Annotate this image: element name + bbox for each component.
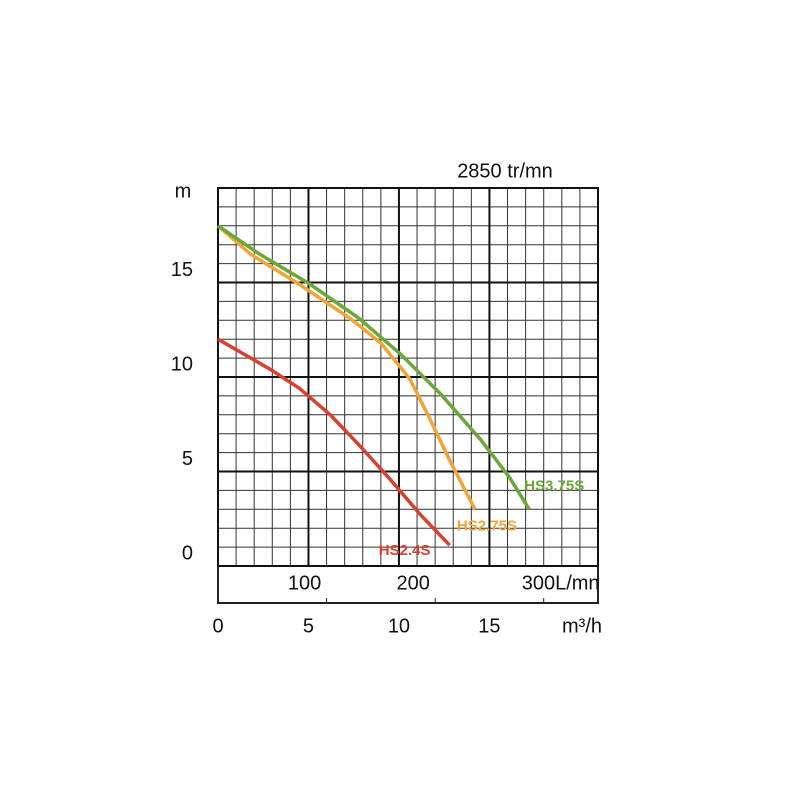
y-tick-label: 5 [182, 448, 193, 470]
series-line [217, 224, 531, 511]
x-tick-label: 15 [478, 615, 500, 637]
chart-title: 2850 tr/mn [457, 160, 553, 182]
series-label: HS3.75S [524, 477, 584, 494]
x-tick-label: 10 [388, 615, 410, 637]
x-axis-label: m³/h [562, 615, 602, 637]
x2-tick-label: 200 [396, 572, 429, 594]
x2-tick-label: 300L/mn [522, 572, 600, 594]
x-tick-label: 5 [303, 615, 314, 637]
series-label: HS2.4S [379, 542, 431, 559]
series-label: HS2.75S [457, 517, 517, 534]
y-tick-label: 10 [171, 353, 193, 375]
series-line [216, 224, 477, 511]
x-tick-label: 0 [212, 615, 223, 637]
series-line [217, 337, 451, 547]
y-axis-label: m [175, 180, 192, 202]
y-tick-label: 15 [171, 259, 193, 281]
y-tick-label: 0 [182, 542, 193, 564]
plot-frame [217, 187, 599, 567]
x2-tick-label: 100 [288, 572, 321, 594]
